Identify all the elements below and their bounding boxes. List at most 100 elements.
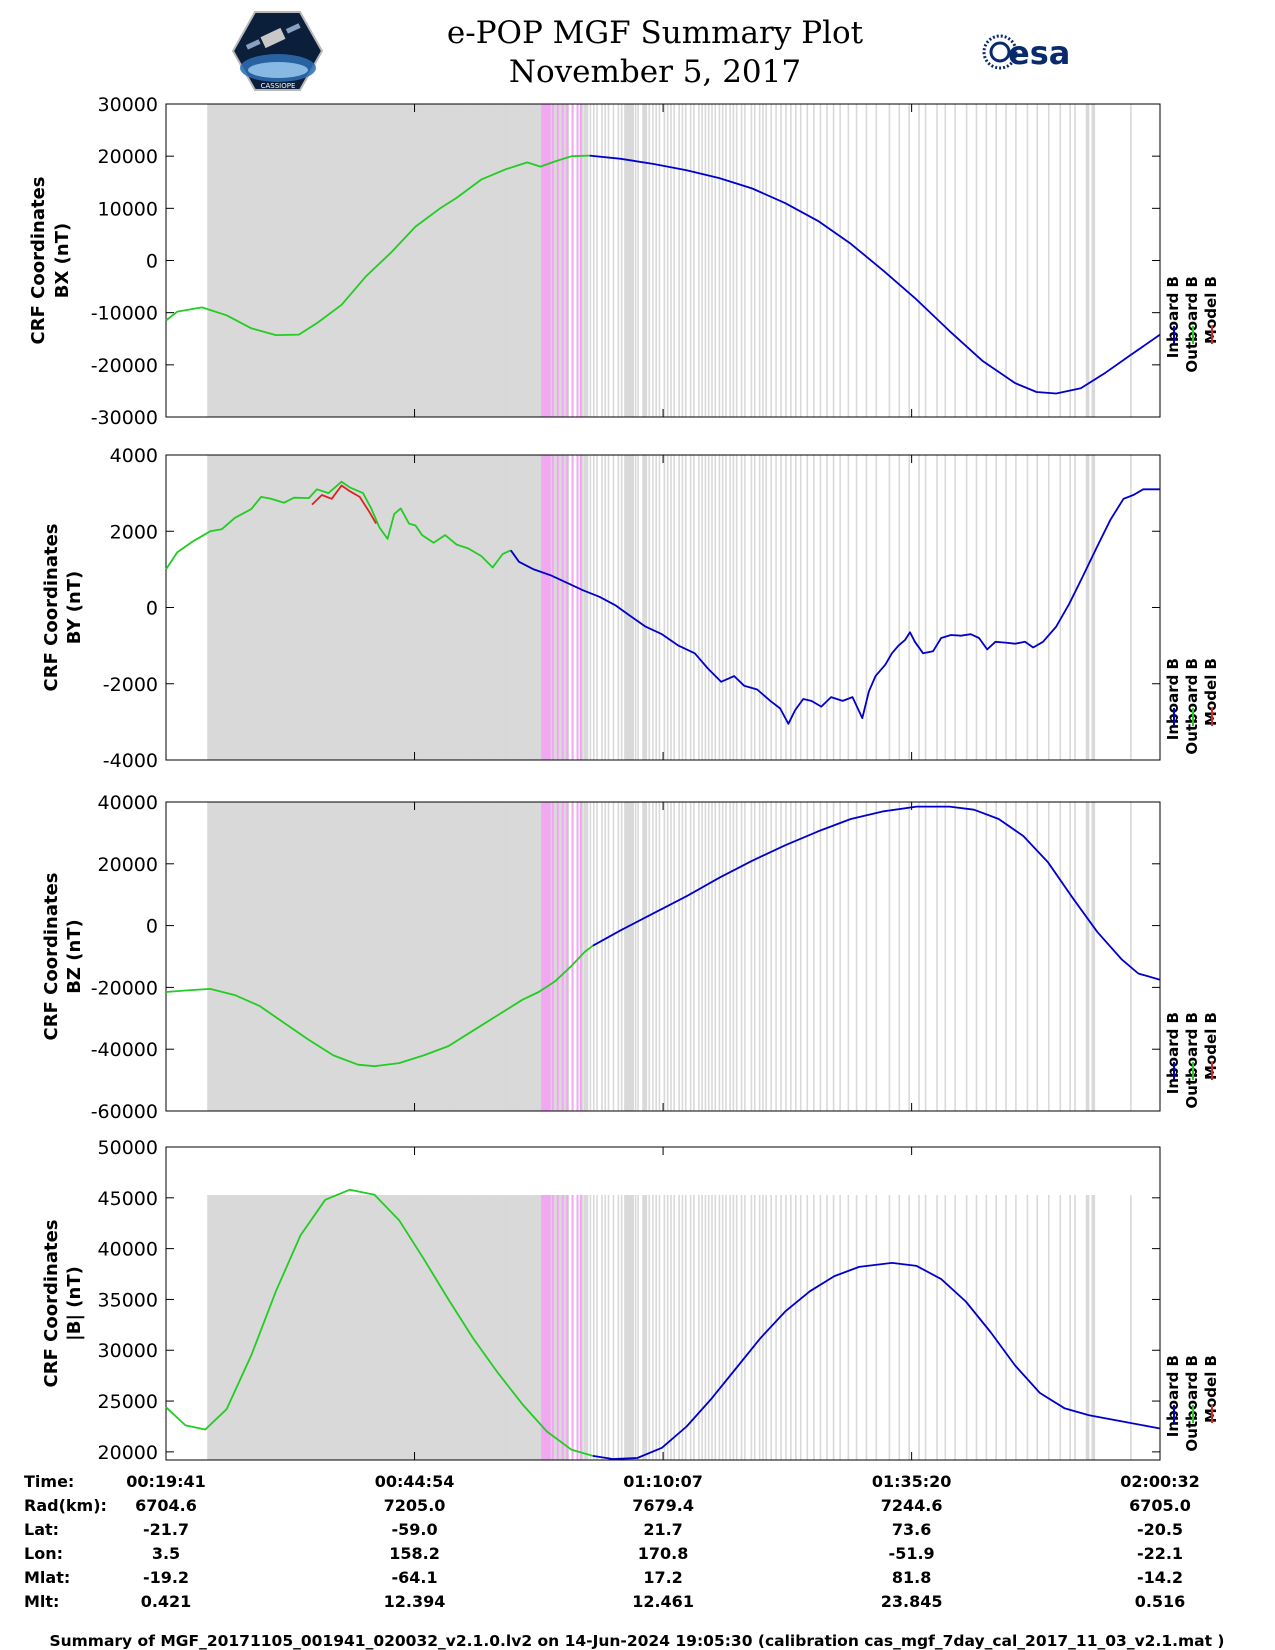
data-gap-band	[965, 455, 968, 760]
data-gap-band	[596, 802, 598, 1111]
data-gap-band	[701, 455, 703, 760]
table-cell: -20.5	[1137, 1520, 1183, 1539]
data-gap-band	[1036, 455, 1039, 760]
data-gap-band	[473, 104, 475, 417]
data-gap-band	[663, 455, 666, 760]
y-tick-label: 45000	[98, 1188, 158, 1210]
table-cell: 6704.6	[135, 1496, 197, 1515]
highlight-band	[579, 104, 582, 417]
data-gap-band	[865, 1195, 868, 1460]
data-gap-band	[711, 104, 713, 417]
data-gap-band	[589, 104, 592, 417]
table-cell: 3.5	[152, 1544, 180, 1563]
data-gap-band	[435, 802, 437, 1111]
data-gap-band	[410, 455, 412, 760]
data-gap-band	[1074, 455, 1076, 760]
data-gap-band	[965, 802, 968, 1111]
table-cell: 01:35:20	[872, 1472, 952, 1491]
data-gap-band	[583, 802, 589, 1111]
data-gap-band	[681, 1195, 684, 1460]
y-axis-label: CRF Coordinates	[41, 524, 62, 692]
data-gap-band	[684, 455, 687, 760]
data-gap-band	[875, 802, 878, 1111]
highlight-band	[543, 1195, 546, 1460]
data-gap-band	[898, 802, 901, 1111]
data-gap-band	[678, 104, 680, 417]
data-gap-band	[390, 455, 393, 760]
data-gap-band	[491, 104, 493, 417]
data-gap-band	[400, 104, 403, 417]
legend-label: Inboard B	[1164, 658, 1182, 740]
highlight-band	[556, 802, 559, 1111]
data-gap-band	[735, 802, 738, 1111]
highlight-band	[566, 455, 569, 760]
data-gap-band	[652, 1195, 654, 1460]
series-line-outboard-b	[165, 1188, 594, 1457]
data-gap-band	[762, 455, 764, 760]
data-gap-band	[589, 1195, 592, 1460]
legend-label: Outboard B	[1183, 1355, 1201, 1452]
y-tick-label: 10000	[98, 198, 158, 220]
data-gap-band	[898, 104, 901, 417]
data-gap-band	[592, 802, 595, 1111]
data-gap-band	[1074, 1195, 1076, 1460]
data-gap-band	[693, 1195, 695, 1460]
data-gap-band	[427, 104, 429, 417]
table-cell: 01:10:07	[623, 1472, 703, 1491]
data-gap-band	[826, 455, 828, 760]
data-gap-band	[648, 1195, 651, 1460]
data-gap-band	[740, 455, 743, 760]
table-cell: 81.8	[892, 1568, 931, 1587]
data-gap-band	[504, 802, 506, 1111]
data-gap-band	[1005, 802, 1007, 1111]
data-gap-band	[985, 455, 988, 760]
data-gap-band	[1085, 104, 1090, 417]
data-gap-band	[620, 1195, 623, 1460]
data-gap-band	[693, 104, 695, 417]
data-gap-band	[415, 455, 418, 760]
data-gap-band	[714, 104, 717, 417]
data-gap-band	[596, 104, 598, 417]
data-gap-band	[673, 104, 676, 417]
y-axis-unit-label: BZ (nT)	[64, 919, 85, 994]
data-gap-band	[826, 104, 828, 417]
data-gap-band	[847, 1195, 850, 1460]
highlight-band	[571, 802, 574, 1111]
data-gap-band	[491, 455, 493, 760]
table-cell: 00:19:41	[126, 1472, 206, 1491]
highlight-band	[566, 1195, 569, 1460]
data-gap-band	[269, 104, 570, 417]
data-gap-band	[485, 1195, 488, 1460]
highlight-band	[556, 1195, 559, 1460]
legend-label: Model B	[1202, 658, 1220, 726]
data-gap-band	[684, 802, 687, 1111]
data-gap-band	[612, 455, 615, 760]
data-gap-band	[655, 1195, 657, 1460]
highlight-band	[579, 1195, 582, 1460]
data-gap-band	[855, 455, 858, 760]
data-gap-band	[519, 104, 521, 417]
series-line-outboard-b	[165, 154, 590, 336]
data-gap-band	[658, 1195, 661, 1460]
data-gap-band	[601, 1195, 603, 1460]
data-gap-band	[441, 1195, 444, 1460]
data-gap-band	[400, 802, 403, 1111]
y-tick-label: -60000	[91, 1101, 158, 1123]
table-cell: 7205.0	[384, 1496, 446, 1515]
data-gap-band	[704, 455, 707, 760]
y-tick-label: -4000	[103, 750, 158, 772]
legend-label: Model B	[1202, 276, 1220, 344]
panel-2: 4000 2000 0 -2000 -4000 CRF Coordinates BY (nT…	[41, 445, 1220, 772]
highlight-band	[561, 455, 564, 760]
data-gap-band	[794, 1195, 797, 1460]
data-gap-band	[1130, 104, 1132, 417]
series-line-inboard-b	[510, 488, 1160, 725]
data-gap-band	[1005, 104, 1007, 417]
data-gap-band	[461, 802, 464, 1111]
data-gap-band	[689, 802, 692, 1111]
cassiope-badge-text: CASSIOPE	[261, 82, 296, 90]
data-gap-band	[1026, 455, 1029, 760]
data-gap-band	[707, 802, 710, 1111]
data-gap-band	[269, 802, 570, 1111]
data-gap-band	[438, 1195, 441, 1460]
